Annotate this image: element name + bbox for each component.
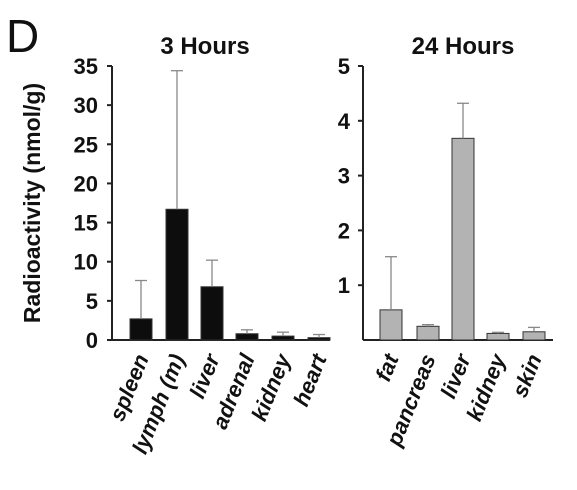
- right-y-tick-label: 2: [338, 218, 350, 243]
- left-y-tick-label: 20: [74, 171, 98, 196]
- left-category-label: heart: [288, 349, 332, 410]
- left-bar-heart: [307, 337, 331, 341]
- right-y-tick-label: 3: [338, 164, 350, 189]
- left-y-tick-label: 25: [74, 132, 98, 157]
- left-y-tick-label: 5: [86, 289, 98, 314]
- left-y-tick-label: 30: [74, 93, 98, 118]
- left-bar-kidney: [271, 335, 295, 341]
- right-bar-fat: [379, 309, 403, 341]
- left-y-tick-label: 15: [74, 211, 98, 236]
- right-bar-liver: [451, 137, 475, 341]
- right-bar-pancreas: [416, 325, 440, 341]
- left-bar-lymph-m: [165, 208, 189, 341]
- left-chart-title: 3 Hours: [160, 33, 249, 60]
- left-y-tick-label: 35: [74, 54, 98, 79]
- right-category-label: fat: [370, 349, 404, 385]
- right-bar-kidney: [486, 332, 510, 341]
- right-chart-title: 24 Hours: [412, 33, 515, 60]
- left-bar-adrenal: [235, 333, 259, 341]
- left-y-tick-label: 10: [74, 250, 98, 275]
- right-bar-skin: [522, 331, 546, 341]
- right-y-tick-label: 5: [338, 54, 350, 79]
- left-bar-liver: [200, 286, 224, 341]
- panel-letter: D: [6, 10, 39, 62]
- y-axis-label: Radioactivity (nmol/g): [19, 83, 45, 323]
- left-y-tick-label: 0: [86, 328, 98, 353]
- right-y-tick-label: 1: [338, 273, 350, 298]
- right-y-tick-label: 4: [338, 109, 351, 134]
- right-category-label: skin: [507, 351, 547, 401]
- left-bar-spleen: [129, 318, 153, 341]
